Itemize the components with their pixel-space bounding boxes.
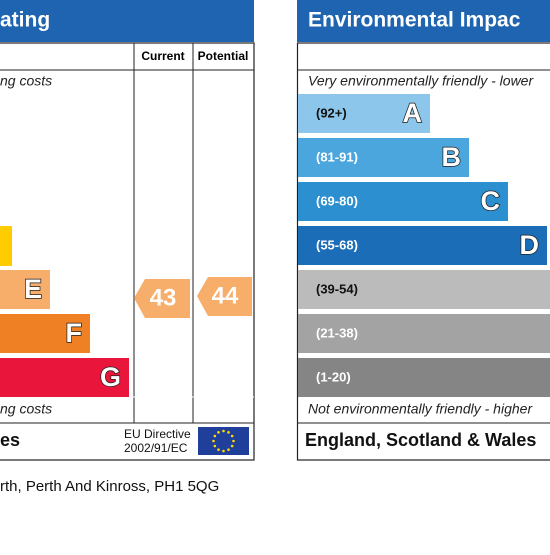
column-header: Potential	[198, 49, 249, 63]
directive: EU Directive	[124, 427, 191, 441]
right-title: Environmental Impac	[308, 9, 521, 32]
star	[222, 450, 225, 453]
column-header: Current	[141, 49, 184, 63]
band-letter: A	[403, 98, 423, 128]
star	[212, 440, 215, 443]
band-letter: E	[24, 274, 42, 304]
band-letter: G	[100, 362, 121, 392]
star	[214, 445, 217, 448]
address: rth, Perth And Kinross, PH1 5QG	[0, 478, 219, 495]
band-range: (69-80)	[316, 193, 358, 208]
band-letter: F	[66, 318, 83, 348]
band-letter: C	[481, 186, 501, 216]
band-range: (1-20)	[316, 369, 351, 384]
star	[222, 430, 225, 433]
potential-score: 44	[212, 282, 239, 309]
band-range: (92+)	[316, 105, 347, 120]
band-range: (21-38)	[316, 325, 358, 340]
top-note: Very environmentally friendly - lower	[308, 73, 534, 89]
bottom-note: Not environmentally friendly - higher	[308, 401, 533, 417]
star	[231, 445, 234, 448]
footer: es	[0, 430, 20, 450]
footer: England, Scotland & Wales	[305, 430, 536, 450]
band-d	[0, 226, 12, 266]
bottom-note: ng costs	[0, 401, 52, 417]
star	[227, 448, 230, 451]
top-note: ng costs	[0, 73, 52, 89]
star	[217, 448, 220, 451]
star	[232, 440, 235, 443]
band-range: (81-91)	[316, 149, 358, 164]
band-letter: D	[520, 230, 540, 260]
band-range: (39-54)	[316, 281, 358, 296]
band-range: (55-68)	[316, 237, 358, 252]
directive: 2002/91/EC	[124, 441, 188, 455]
current-score: 43	[150, 284, 177, 311]
band-letter: B	[442, 142, 462, 172]
star	[214, 435, 217, 438]
star	[227, 431, 230, 434]
star	[231, 435, 234, 438]
left-title: ating	[0, 9, 50, 32]
star	[217, 431, 220, 434]
